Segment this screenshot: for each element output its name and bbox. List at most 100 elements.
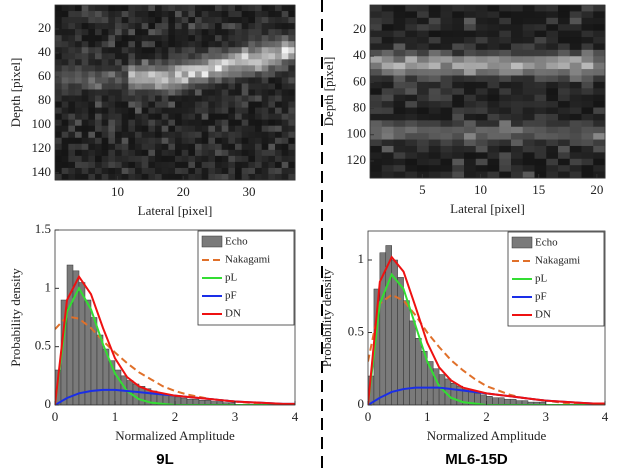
image-pixel (108, 113, 116, 121)
image-pixel (511, 69, 524, 76)
image-pixel (581, 56, 594, 64)
image-pixel (534, 165, 547, 173)
image-pixel (135, 83, 143, 90)
image-pixel (141, 83, 149, 90)
image-pixel (95, 113, 103, 121)
image-pixel (499, 75, 512, 83)
image-pixel (417, 17, 430, 25)
image-pixel (522, 17, 535, 25)
image-pixel (55, 137, 63, 145)
image-pixel (161, 101, 169, 109)
image-pixel (235, 53, 243, 60)
image-pixel (255, 59, 263, 66)
image-pixel (405, 145, 418, 153)
image-pixel (558, 11, 571, 19)
image-pixel (255, 131, 263, 139)
image-pixel (464, 171, 477, 179)
image-pixel (221, 59, 229, 66)
image-pixel (569, 120, 582, 128)
image-pixel (141, 11, 149, 18)
image-pixel (255, 143, 263, 151)
image-pixel (241, 113, 249, 121)
image-pixel (208, 83, 216, 90)
image-pixel (275, 47, 283, 54)
image-pixel (440, 62, 453, 70)
image-pixel (195, 95, 203, 103)
image-pixel (281, 155, 289, 163)
image-pixel (487, 88, 500, 96)
image-pixel (181, 71, 189, 78)
image-pixel (201, 161, 209, 169)
image-pixel (393, 120, 406, 128)
image-pixel (135, 89, 143, 97)
image-pixel (581, 69, 594, 76)
image-pixel (522, 171, 535, 179)
image-pixel (405, 24, 418, 32)
image-pixel (381, 101, 394, 109)
image-pixel (511, 165, 524, 173)
image-pixel (215, 11, 223, 18)
image-pixel (115, 5, 123, 12)
image-pixel (148, 113, 156, 121)
image-pixel (261, 65, 269, 72)
image-pixel (417, 165, 430, 173)
image-pixel (128, 113, 136, 121)
image-pixel (135, 107, 143, 115)
image-pixel (405, 43, 418, 51)
image-pixel (101, 131, 109, 139)
image-pixel (215, 149, 223, 157)
image-pixel (181, 173, 189, 181)
image-pixel (241, 119, 249, 127)
image-pixel (268, 23, 276, 30)
image-pixel (475, 165, 488, 173)
image-pixel (55, 113, 63, 121)
image-pixel (235, 107, 243, 115)
image-pixel (75, 95, 83, 103)
image-pixel (208, 29, 216, 36)
legend-label: Echo (225, 236, 248, 248)
image-pixel (168, 161, 176, 169)
image-pixel (268, 137, 276, 145)
image-pixel (135, 11, 143, 18)
y-tick-label: 40 (353, 47, 366, 62)
image-pixel (68, 131, 76, 139)
image-pixel (195, 47, 203, 54)
image-pixel (81, 35, 89, 42)
image-pixel (121, 119, 129, 127)
image-pixel (464, 152, 477, 160)
image-pixel (581, 145, 594, 153)
y-tick-label: 120 (32, 140, 52, 155)
image-pixel (68, 83, 76, 90)
image-pixel (155, 95, 163, 103)
image-pixel (108, 5, 116, 12)
image-pixel (370, 30, 383, 38)
histogram-bar (66, 264, 74, 405)
image-pixel (81, 167, 89, 175)
image-pixel (452, 17, 465, 25)
image-pixel (417, 5, 430, 12)
image-pixel (288, 35, 296, 42)
image-pixel (88, 29, 96, 36)
image-pixel (275, 71, 283, 78)
image-pixel (248, 5, 256, 12)
image-pixel (558, 158, 571, 166)
image-pixel (155, 59, 163, 66)
image-pixel (581, 24, 594, 32)
image-pixel (464, 17, 477, 25)
image-pixel (464, 133, 477, 141)
image-pixel (201, 5, 209, 12)
image-pixel (499, 94, 512, 102)
image-pixel (228, 47, 236, 54)
image-pixel (569, 11, 582, 19)
image-pixel (168, 5, 176, 12)
image-pixel (393, 101, 406, 109)
image-pixel (221, 17, 229, 24)
image-pixel (148, 89, 156, 97)
image-pixel (464, 24, 477, 32)
image-pixel (255, 17, 263, 24)
image-pixel (221, 5, 229, 12)
image-pixel (188, 11, 196, 18)
image-pixel (288, 137, 296, 145)
image-pixel (569, 37, 582, 44)
